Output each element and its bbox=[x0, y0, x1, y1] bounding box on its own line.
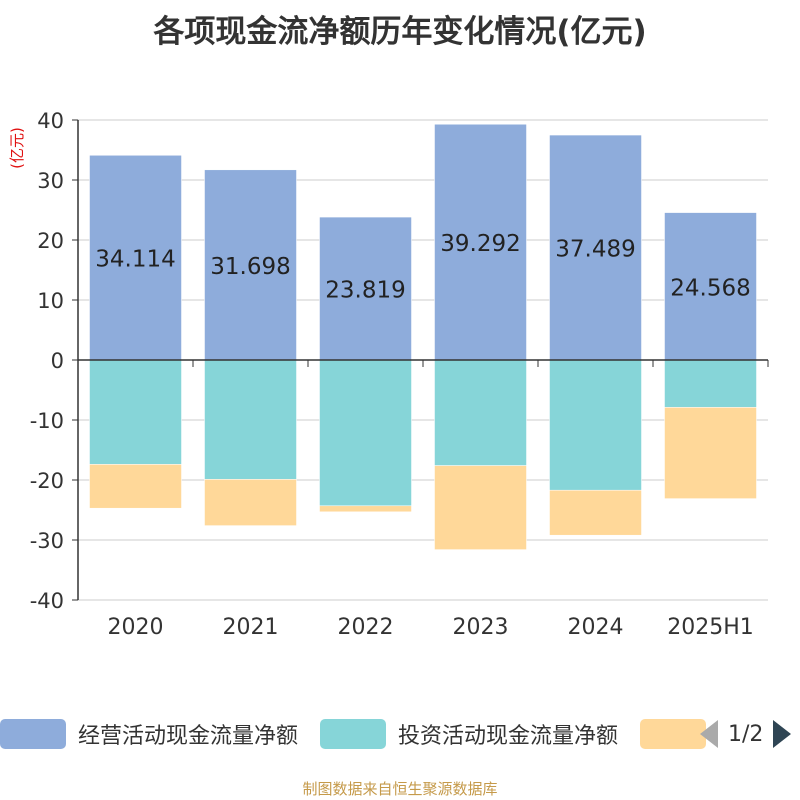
chart-canvas: 40 30 20 10 0 -10 -20 -30 -40 (亿元) 34.114 2020 31.69… bbox=[8, 109, 769, 640]
chart-title: 各项现金流净额历年变化情况(亿元) bbox=[153, 14, 647, 50]
bar-segment bbox=[434, 359, 527, 466]
bar-segment bbox=[319, 216, 412, 361]
legend-swatch bbox=[320, 719, 386, 749]
bar-segment bbox=[434, 465, 527, 550]
data-label: 24.568 bbox=[670, 275, 750, 301]
legend: 经营活动现金流量净额 投资活动现金流量净额 bbox=[0, 716, 800, 756]
data-label: 34.114 bbox=[95, 247, 175, 273]
legend-next-icon[interactable] bbox=[773, 720, 792, 748]
bar-segment bbox=[549, 489, 642, 536]
bar-segment bbox=[664, 407, 757, 499]
x-tick-label: 2025H1 bbox=[667, 615, 754, 640]
legend-swatch bbox=[0, 719, 66, 749]
data-label: 39.292 bbox=[440, 231, 520, 257]
bar-segment bbox=[204, 479, 297, 526]
y-tick-label: -10 bbox=[30, 409, 64, 433]
source-note: 制图数据来自恒生聚源数据库 bbox=[302, 780, 498, 798]
data-label: 23.819 bbox=[325, 278, 405, 304]
legend-pager: 1/2 bbox=[700, 716, 792, 752]
x-tick-label: 2022 bbox=[338, 615, 394, 640]
y-tick-label: 10 bbox=[37, 289, 64, 313]
y-tick-label: 40 bbox=[37, 109, 64, 133]
bar-segment bbox=[204, 359, 297, 480]
legend-label: 投资活动现金流量净额 bbox=[398, 724, 619, 749]
legend-prev-icon[interactable] bbox=[700, 720, 718, 748]
bar-segment bbox=[319, 505, 412, 513]
y-tick-label: -30 bbox=[30, 529, 64, 553]
legend-item[interactable]: 投资活动现金流量净额 bbox=[320, 716, 618, 752]
legend-item[interactable]: 经营活动现金流量净额 bbox=[0, 716, 298, 752]
bar-segment bbox=[549, 359, 642, 491]
x-tick-label: 2021 bbox=[223, 615, 279, 640]
legend-swatch bbox=[640, 719, 706, 749]
bar-segment bbox=[434, 123, 527, 361]
legend-label: 经营活动现金流量净额 bbox=[78, 724, 299, 749]
bar-segment bbox=[204, 169, 297, 361]
bar-segment bbox=[89, 155, 182, 361]
y-tick-label: -40 bbox=[30, 589, 64, 613]
y-axis-label: (亿元) bbox=[8, 127, 26, 169]
legend-page-indicator: 1/2 bbox=[728, 721, 764, 747]
bar-segment bbox=[319, 359, 412, 507]
y-tick-label: 0 bbox=[51, 349, 64, 373]
y-tick-label: -20 bbox=[30, 469, 64, 493]
bar-segment bbox=[549, 134, 642, 361]
bar-segment bbox=[89, 464, 182, 509]
bar-segment bbox=[664, 359, 757, 408]
x-tick-label: 2020 bbox=[108, 615, 164, 640]
y-tick-label: 20 bbox=[37, 229, 64, 253]
legend-item[interactable] bbox=[640, 716, 706, 752]
x-tick-label: 2023 bbox=[453, 615, 509, 640]
data-label: 37.489 bbox=[555, 237, 635, 263]
x-tick-label: 2024 bbox=[568, 615, 624, 640]
data-label: 31.698 bbox=[210, 254, 290, 280]
bar-segment bbox=[89, 359, 182, 465]
y-tick-label: 30 bbox=[37, 169, 64, 193]
